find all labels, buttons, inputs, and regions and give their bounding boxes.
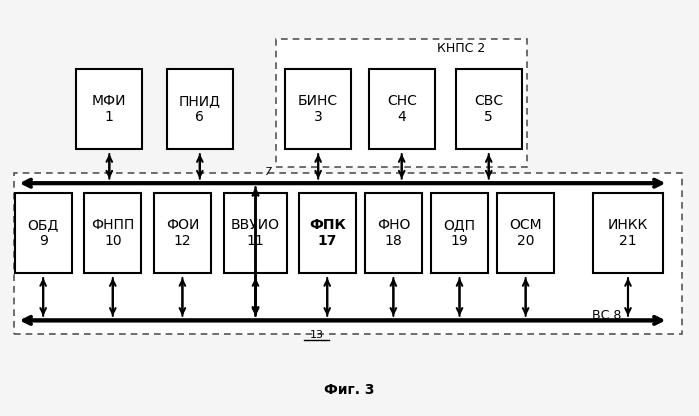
Bar [431,193,488,273]
Text: ИНКК
21: ИНКК 21 [608,218,648,248]
Text: ФПК
17: ФПК 17 [309,218,346,248]
Bar [593,193,663,273]
Bar [368,69,435,149]
Text: ОСМ
20: ОСМ 20 [510,218,542,248]
Text: СВС
5: СВС 5 [474,94,503,124]
Text: ФОИ
12: ФОИ 12 [166,218,199,248]
Text: КНПС 2: КНПС 2 [437,42,485,55]
Text: Фиг. 3: Фиг. 3 [324,383,375,397]
Text: БИНС
3: БИНС 3 [298,94,338,124]
Text: ПНИД
6: ПНИД 6 [179,94,221,124]
Text: МФИ
1: МФИ 1 [92,94,127,124]
Bar [276,39,527,167]
Bar [76,69,143,149]
Text: ОДП
19: ОДП 19 [443,218,475,248]
Bar [224,193,287,273]
Text: ОБД
9: ОБД 9 [27,218,59,248]
Text: ВС 8: ВС 8 [593,309,622,322]
Text: СНС
4: СНС 4 [387,94,417,124]
Text: 13: 13 [310,330,324,340]
Text: ФНО
18: ФНО 18 [377,218,410,248]
Bar [456,69,522,149]
Text: ВВУИО
11: ВВУИО 11 [231,218,280,248]
Bar [154,193,211,273]
Bar [14,173,682,334]
Bar [85,193,141,273]
Text: 7: 7 [264,167,272,177]
Bar [167,69,233,149]
Text: ФНПП
10: ФНПП 10 [91,218,134,248]
Bar [285,69,351,149]
Bar [365,193,422,273]
Bar [298,193,356,273]
Bar [497,193,554,273]
Bar [15,193,72,273]
